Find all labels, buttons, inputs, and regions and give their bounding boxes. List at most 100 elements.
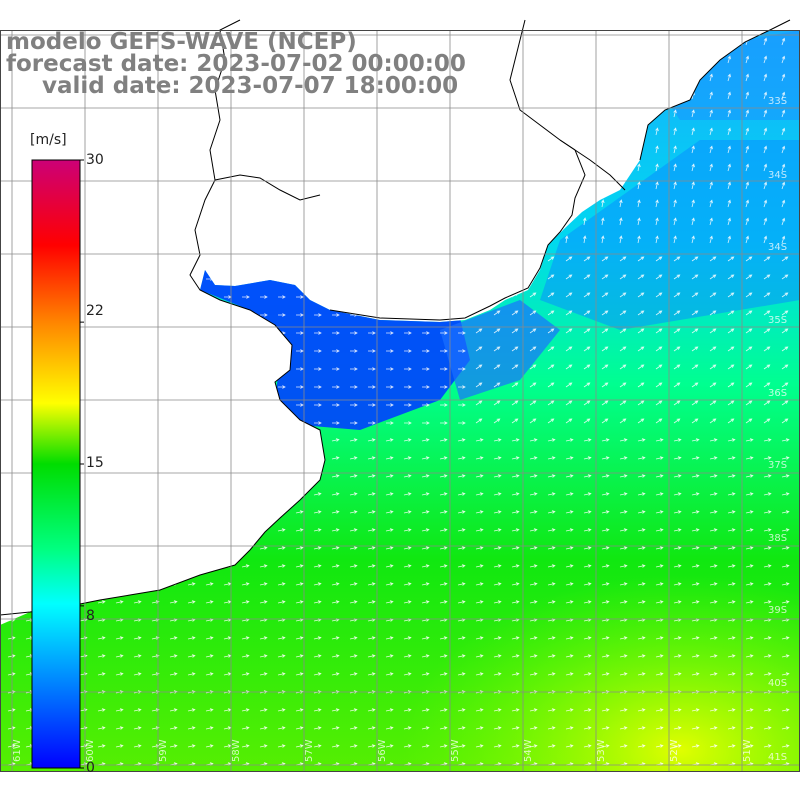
wind-arrow: [511, 310, 519, 316]
wind-arrow: [404, 421, 412, 425]
wind-arrow: [529, 328, 537, 334]
wind-arrow: [134, 403, 142, 407]
colorbar-tick-0: 0: [86, 760, 95, 776]
wind-arrow: [655, 582, 664, 586]
wind-arrow: [385, 510, 394, 514]
wind-arrow: [295, 546, 304, 550]
wind-arrow: [385, 636, 394, 640]
wind-arrow: [547, 328, 555, 334]
wind-arrow: [293, 235, 298, 244]
wind-arrow: [296, 259, 304, 263]
wind-arrow: [565, 418, 573, 424]
wind-arrow: [224, 385, 232, 389]
wind-arrow: [475, 744, 484, 748]
wind-arrow: [167, 199, 171, 208]
wind-arrow: [277, 564, 286, 568]
wind-arrow: [386, 313, 394, 317]
wind-arrow: [601, 235, 605, 244]
wind-arrow: [98, 421, 106, 425]
wind-arrow: [386, 331, 394, 335]
wind-arrow: [366, 109, 370, 118]
wind-arrow: [475, 582, 484, 586]
wind-arrow: [655, 217, 659, 226]
wind-arrow: [295, 528, 304, 532]
wind-arrow: [367, 474, 376, 478]
wind-arrow: [493, 438, 502, 442]
wind-arrow: [260, 331, 268, 335]
wind-arrow: [115, 600, 124, 604]
wind-arrow: [224, 421, 232, 425]
wind-arrow: [8, 295, 16, 299]
wind-arrow: [277, 438, 286, 442]
wind-arrow: [242, 403, 250, 407]
wind-arrow: [349, 654, 358, 658]
wind-arrow: [709, 37, 713, 46]
wind-arrow: [115, 546, 124, 550]
wind-arrow: [97, 708, 106, 712]
wind-arrow: [529, 582, 538, 586]
wind-arrow: [242, 259, 250, 263]
wind-arrow: [385, 456, 394, 460]
wind-arrow: [188, 313, 196, 317]
wind-arrow: [493, 636, 502, 640]
wind-arrow: [40, 109, 45, 118]
wind-arrow: [781, 474, 790, 478]
wind-arrow: [511, 708, 520, 712]
wind-arrow: [493, 292, 501, 298]
wind-arrow: [655, 328, 663, 334]
wind-arrow: [131, 217, 135, 226]
wind-arrow: [474, 235, 479, 244]
wind-arrow: [763, 55, 768, 64]
wind-arrow: [709, 636, 718, 640]
wind-arrow: [781, 145, 786, 154]
wind-arrow: [709, 292, 717, 298]
wind-arrow: [709, 163, 713, 172]
wind-arrow: [421, 708, 430, 712]
wind-arrow: [709, 582, 718, 586]
wind-arrow: [546, 109, 551, 118]
wind-arrow: [421, 546, 430, 550]
wind-arrow: [637, 127, 641, 136]
wind-arrow: [583, 636, 592, 640]
wind-arrow: [601, 546, 610, 550]
wind-arrow: [188, 403, 196, 407]
wind-arrow: [420, 217, 424, 226]
wind-arrow: [421, 528, 430, 532]
wind-arrow: [313, 708, 322, 712]
wind-arrow: [510, 91, 515, 100]
wind-arrow: [547, 400, 555, 406]
wind-arrow: [421, 474, 430, 478]
wind-arrow: [278, 367, 286, 371]
wind-arrow: [673, 109, 677, 118]
wind-arrow: [727, 37, 732, 46]
wind-arrow: [619, 546, 628, 550]
wind-arrow: [637, 346, 645, 352]
wind-arrow: [293, 127, 298, 136]
wind-arrow: [224, 403, 232, 407]
wind-arrow: [583, 672, 592, 676]
wind-arrow: [98, 385, 106, 389]
wind-arrow: [547, 492, 556, 496]
wind-arrow: [116, 277, 124, 281]
wind-arrow: [133, 564, 142, 568]
wind-arrow: [781, 456, 790, 460]
wind-arrow: [564, 91, 569, 100]
wind-arrow: [221, 235, 226, 244]
wind-arrow: [709, 235, 713, 244]
wind-arrow: [709, 73, 713, 82]
wind-arrow: [368, 259, 376, 263]
wind-arrow: [763, 438, 772, 442]
wind-arrow: [781, 181, 786, 190]
wind-arrow: [510, 109, 515, 118]
wind-arrow: [547, 654, 556, 658]
wind-arrow: [169, 528, 178, 532]
wind-arrow: [637, 600, 646, 604]
wind-arrow: [529, 346, 537, 352]
wind-arrow: [404, 403, 412, 407]
wind-arrow: [187, 528, 196, 532]
wind-arrow: [619, 382, 627, 388]
wind-arrow: [727, 744, 736, 748]
wind-arrow: [511, 510, 520, 514]
wind-arrow: [422, 277, 430, 281]
wind-arrow: [22, 181, 27, 190]
